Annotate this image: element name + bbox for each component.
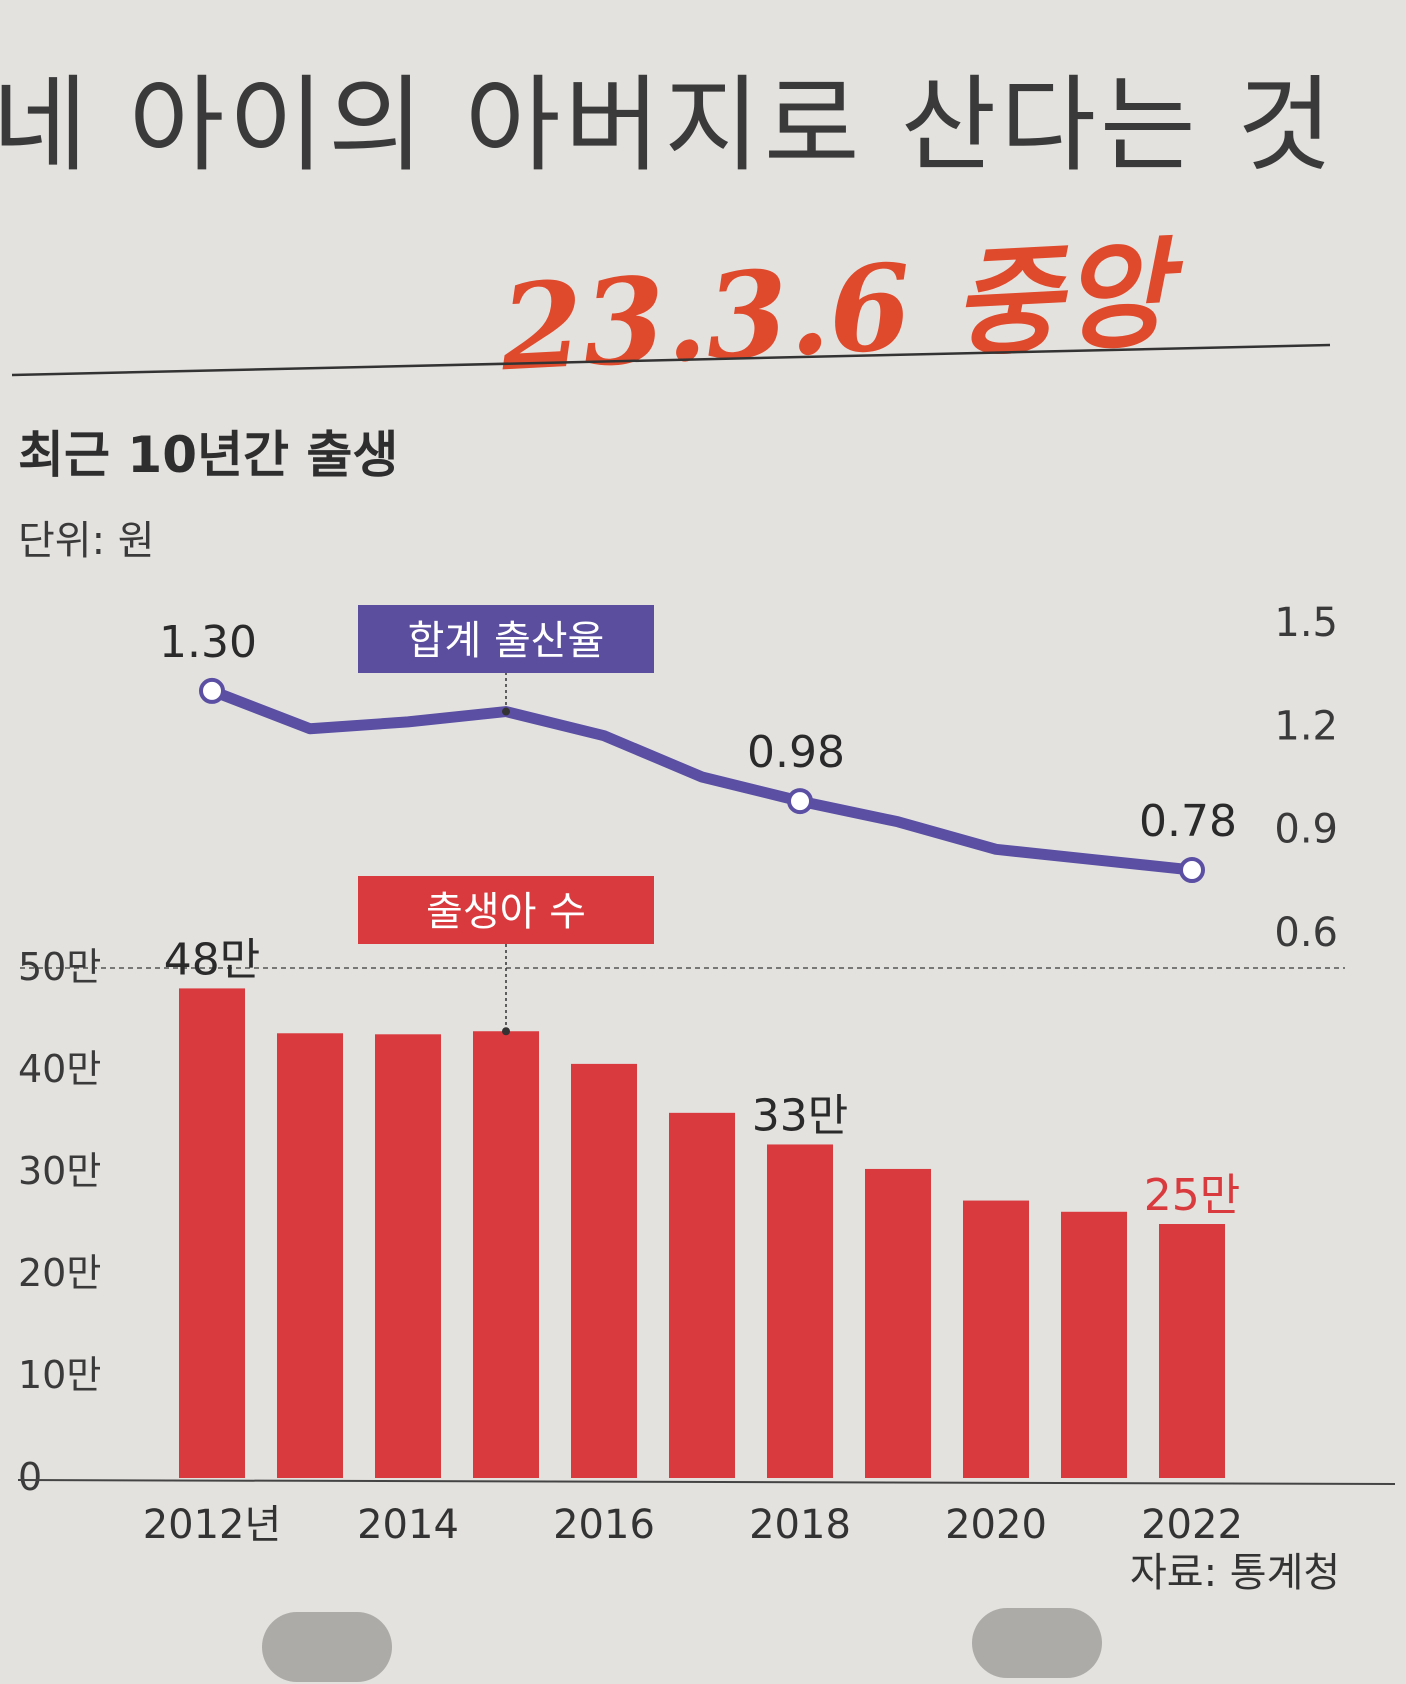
- bar: [963, 1200, 1029, 1478]
- line-marker: [199, 677, 225, 704]
- bar: [865, 1168, 931, 1478]
- source-label: 자료: 통계청: [1130, 1550, 1341, 1596]
- x-tick-label: 2020: [945, 1502, 1047, 1548]
- x-axis-baseline: [17, 1479, 1396, 1485]
- x-tick-label: 2016: [553, 1502, 655, 1548]
- x-tick-label: 2018: [749, 1502, 851, 1548]
- bar-series-label: 출생아 수: [426, 889, 586, 935]
- line-series-rate: [206, 685, 1198, 876]
- line-y-tick-label: 1.2: [1274, 703, 1338, 749]
- unit-label: 단위: 원: [18, 518, 155, 564]
- line-value-label: 0.78: [1139, 796, 1237, 847]
- x-tick-label: 2014: [357, 1502, 459, 1548]
- bar-label-leader-dot: [502, 1027, 510, 1036]
- bar: [669, 1112, 735, 1478]
- line-marker: [1179, 857, 1205, 883]
- bar: [1159, 1224, 1225, 1478]
- line-series-label: 합계 출산율: [408, 618, 605, 664]
- line-y-tick-label: 0.6: [1274, 910, 1338, 956]
- line-marker: [787, 788, 813, 815]
- line-series-label-box: [358, 605, 654, 673]
- chart-title: 최근 10년간 출생: [18, 426, 399, 484]
- bar-y-tick-label: 0: [18, 1455, 42, 1499]
- line-y-tick-label: 1.5: [1274, 600, 1338, 646]
- bar-value-label: 25만: [1144, 1170, 1240, 1221]
- bar: [473, 1031, 539, 1478]
- line-y-tick-label: 0.9: [1274, 807, 1338, 853]
- bar-value-label: 33만: [752, 1090, 848, 1141]
- bar: [767, 1144, 833, 1478]
- x-tick-label: 2012년: [143, 1502, 282, 1548]
- bar: [277, 1033, 343, 1478]
- bar-y-tick-label: 50만: [18, 945, 101, 989]
- line-value-label: 0.98: [747, 727, 845, 778]
- bar: [1061, 1211, 1127, 1478]
- bar: [375, 1034, 441, 1478]
- bar-y-tick-label: 30만: [18, 1149, 101, 1193]
- binder-hole-right: [972, 1608, 1102, 1678]
- header-rule: [11, 343, 1331, 377]
- line-value-label: 1.30: [159, 617, 257, 668]
- bar: [571, 1063, 637, 1478]
- line-label-leader-dot: [502, 707, 510, 716]
- bar-y-tick-label: 40만: [18, 1047, 101, 1091]
- x-tick-label: 2022: [1141, 1502, 1243, 1548]
- headline: 네 아이의 아버지로 산다는 것: [0, 64, 1337, 186]
- bar-y-tick-label: 10만: [18, 1353, 101, 1397]
- bar-value-label: 48만: [164, 934, 260, 985]
- bar-y-tick-label: 20만: [18, 1251, 101, 1295]
- binder-hole-left: [262, 1612, 392, 1682]
- bar-series-label-box: [358, 876, 654, 944]
- bar: [179, 988, 245, 1478]
